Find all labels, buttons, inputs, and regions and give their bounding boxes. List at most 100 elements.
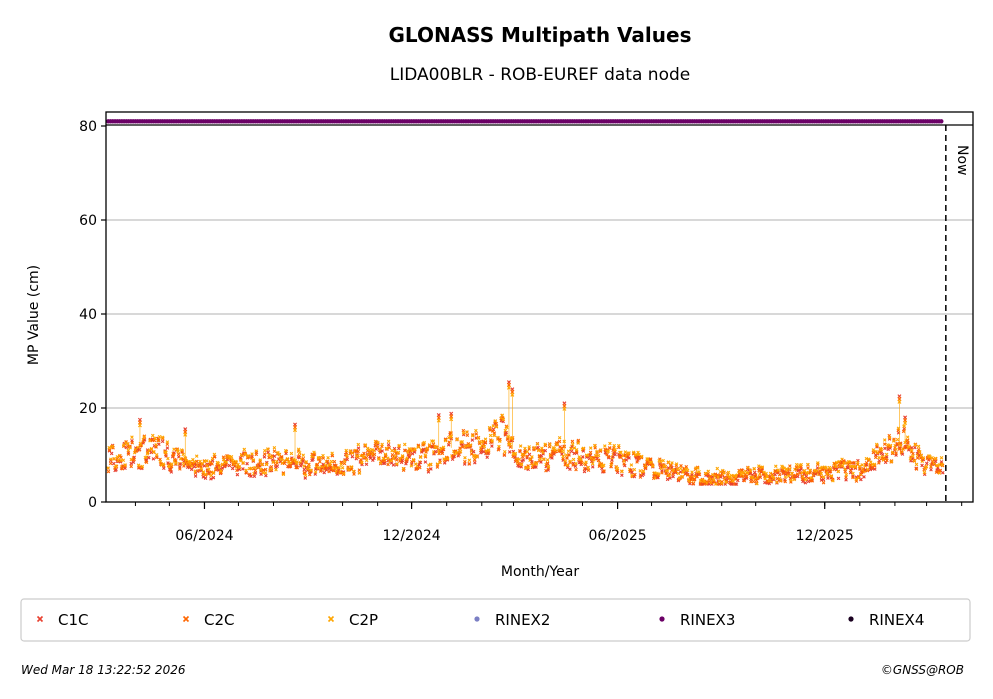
mp-point (264, 473, 268, 478)
mp-point (279, 454, 284, 459)
mp-point (615, 466, 620, 471)
mp-point (821, 477, 826, 482)
mp-point (582, 469, 587, 474)
mp-point (726, 470, 731, 475)
legend-label: C2C (204, 611, 235, 629)
mp-point (492, 433, 496, 438)
mp-point (263, 467, 268, 472)
mp-point (502, 452, 507, 457)
mp-point (355, 454, 360, 458)
mp-point (847, 460, 852, 464)
mp-point (400, 454, 405, 458)
mp-point (275, 464, 280, 469)
mp-point (903, 421, 908, 426)
mp-point (526, 465, 531, 470)
mp-point (706, 469, 711, 474)
mp-point (474, 432, 479, 436)
mp-point (380, 442, 384, 447)
mp-point (873, 467, 877, 471)
mp-point (547, 444, 552, 449)
mp-point (423, 453, 428, 458)
mp-point (665, 468, 670, 472)
mp-point (303, 476, 308, 480)
mp-point (637, 456, 641, 461)
mp-point (824, 466, 828, 470)
mp-point (579, 460, 584, 465)
mp-point (497, 444, 501, 449)
plot-frame (105, 111, 974, 503)
mp-point (752, 466, 757, 471)
mp-point (193, 474, 198, 478)
mp-point (106, 469, 111, 474)
mp-point (788, 464, 792, 468)
mp-point (429, 462, 433, 467)
mp-point (468, 443, 473, 447)
mp-point (126, 448, 131, 453)
mp-point (573, 464, 578, 469)
mp-point (914, 467, 919, 471)
x-tick-label: 06/2024 (175, 528, 233, 544)
mp-point (363, 443, 368, 447)
mp-point (517, 457, 521, 462)
mp-point (269, 467, 274, 472)
mp-point (523, 446, 527, 451)
mp-point (613, 447, 617, 452)
mp-point (924, 464, 929, 469)
mp-point (504, 425, 509, 430)
mp-point (356, 446, 361, 450)
mp-point (436, 418, 441, 423)
y-tick-label: 0 (88, 495, 97, 511)
mp-point (937, 471, 942, 475)
mp-point (674, 462, 679, 466)
mp-point (584, 460, 588, 464)
mp-point (666, 460, 671, 464)
mp-point (877, 455, 881, 460)
mp-point (395, 462, 399, 466)
mp-point (576, 441, 580, 445)
mp-point (378, 461, 383, 465)
mp-point (192, 460, 197, 464)
legend-label: C2P (349, 611, 378, 629)
mp-point (465, 430, 469, 434)
mp-point (297, 450, 302, 455)
mp-point (534, 462, 539, 466)
mp-point (935, 464, 940, 468)
legend-label: C1C (58, 611, 89, 629)
mp-point (152, 449, 156, 454)
mp-point (836, 476, 841, 481)
mp-point (641, 472, 646, 476)
mp-point (673, 470, 678, 475)
mp-point (908, 457, 913, 461)
mp-point (391, 463, 396, 467)
mp-point (372, 456, 376, 461)
mp-point (886, 443, 890, 447)
mp-point (169, 470, 174, 474)
mp-point (504, 430, 509, 435)
mp-point (202, 464, 207, 468)
mp-point (126, 442, 130, 446)
x-axis-label: Month/Year (501, 564, 579, 580)
mp-point (925, 461, 929, 466)
x-tick-label: 12/2025 (796, 528, 854, 544)
mp-point (938, 469, 942, 473)
mp-point (941, 470, 945, 475)
mp-point (789, 478, 793, 482)
mp-point (370, 448, 374, 452)
mp-point (460, 445, 465, 449)
mp-point (513, 451, 518, 456)
mp-point (194, 454, 199, 458)
mp-point (576, 438, 581, 443)
mp-point (612, 443, 617, 448)
mp-point (724, 480, 728, 484)
mp-point (242, 447, 247, 452)
mp-point (773, 472, 777, 477)
mp-point (596, 458, 601, 463)
mp-point (409, 464, 414, 468)
mp-point (325, 459, 330, 464)
mp-point (281, 472, 286, 477)
mp-point (874, 442, 879, 447)
mp-point (498, 439, 502, 443)
mp-point (648, 457, 653, 461)
mp-point (877, 461, 881, 465)
mp-point (846, 466, 850, 470)
